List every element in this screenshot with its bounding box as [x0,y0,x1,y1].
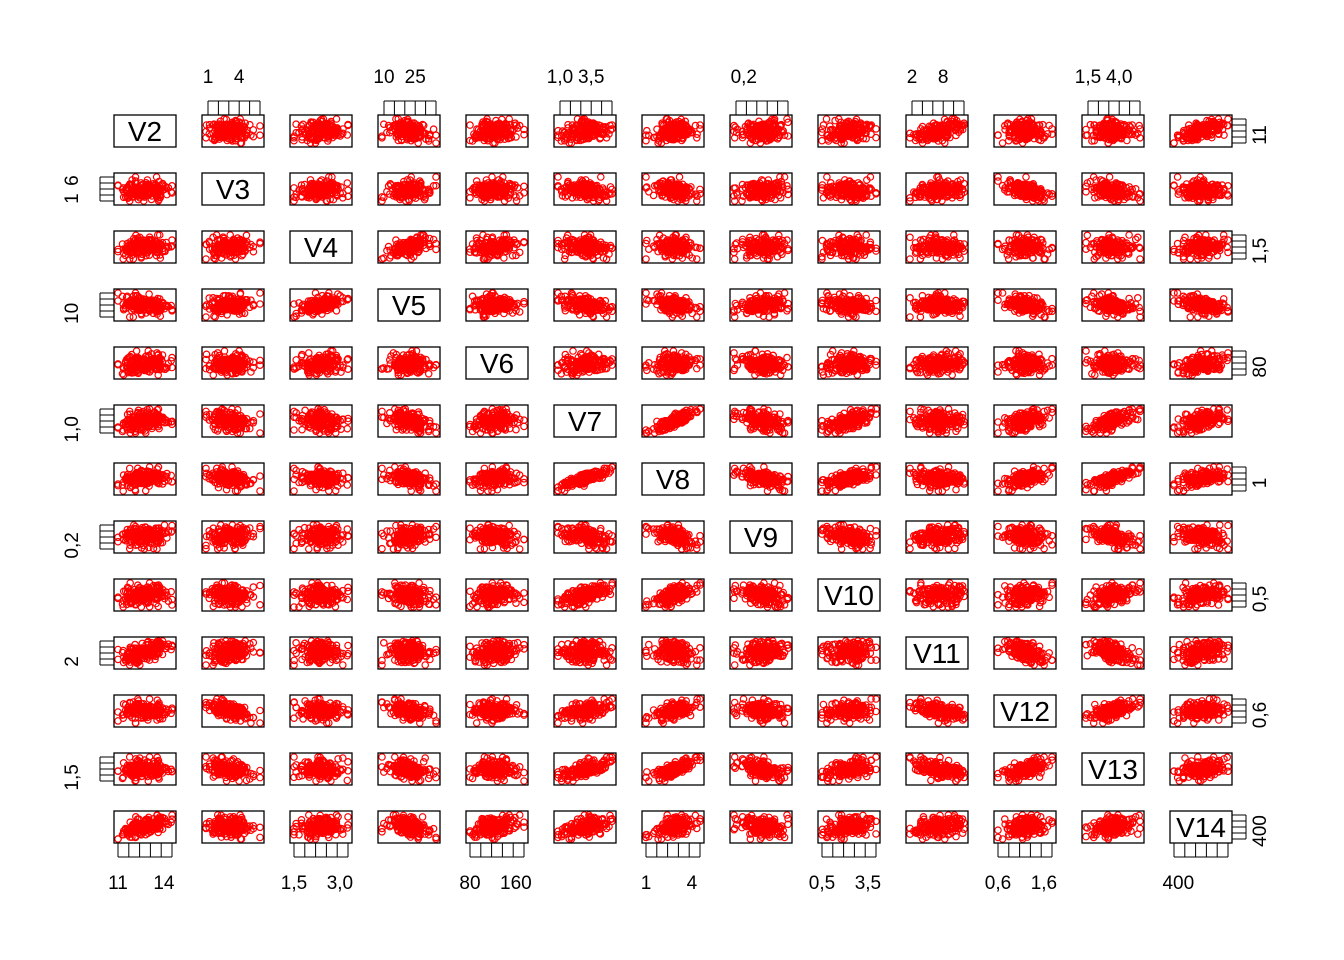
data-point [228,121,236,129]
data-point [227,133,236,141]
data-point [290,136,298,145]
panel-V5-vs-V2 [377,114,441,148]
diagonal-panel-V4: V4 [289,230,353,264]
variable-label: V2 [128,116,162,147]
data-point [397,130,405,139]
data-point [297,126,306,135]
data-point [247,131,255,139]
data-point [222,131,231,140]
data-point [312,131,320,140]
panel-V11-vs-V2 [905,114,969,148]
data-point [304,133,313,141]
panel-V4-vs-V2 [289,114,353,148]
data-point [228,137,237,145]
data-point [205,120,214,129]
data-point [292,120,300,129]
panel-V10-vs-V2 [817,114,881,148]
panel-frame [201,114,265,148]
data-point [256,122,264,130]
data-point [256,131,264,140]
data-point [387,126,395,135]
data-point [383,128,391,137]
panel-V9-vs-V3 [729,172,793,206]
panel-V14-vs-V2 [1169,114,1233,148]
data-point [297,122,306,130]
panel-V14-vs-V3 [1169,172,1233,206]
data-point [315,130,324,139]
data-point [323,137,332,145]
panel-V9-vs-V2 [729,114,793,148]
panel-V2-vs-V4 [113,230,177,264]
data-point [378,134,386,142]
points [202,115,264,147]
data-point [238,126,246,135]
panel-frame [289,114,353,148]
data-point [332,115,341,123]
data-point [219,125,227,133]
panel-V3-vs-V4 [201,230,265,264]
data-point [424,135,433,143]
data-point [344,120,352,129]
points [378,115,440,147]
data-point [429,125,438,134]
data-point [231,128,239,136]
data-point [318,117,327,126]
panel-V7-vs-V2 [553,114,617,148]
panel-V3-vs-V2 [201,114,265,148]
diagonal-panel-V3: V3 [201,172,265,206]
data-point [205,130,214,138]
data-point [413,121,421,129]
panel-V11-vs-V3 [905,172,969,206]
variable-label: V3 [216,174,250,205]
data-point [311,120,319,129]
panel-V4-vs-V3 [289,172,353,206]
panel-V8-vs-V3 [641,172,705,206]
panel-V8-vs-V2 [641,114,705,148]
data-point [394,122,403,130]
panel-V2-vs-V3 [113,172,177,206]
data-point [432,139,440,147]
panel-V13-vs-V2 [1081,114,1145,148]
panel-V7-vs-V3 [553,172,617,206]
data-point [210,120,218,129]
data-point [237,139,246,147]
panel-V12-vs-V2 [993,114,1057,148]
data-point [394,115,403,123]
data-point [392,115,400,123]
data-point [386,123,395,132]
data-point [343,131,352,139]
panel-V12-vs-V3 [993,172,1057,206]
data-point [236,115,245,123]
variable-label: V4 [304,232,338,263]
data-point [216,117,225,126]
data-point [242,131,251,139]
panel-V5-vs-V4 [377,230,441,264]
panel-frame [113,114,177,148]
panel-V6-vs-V2 [465,114,529,148]
data-point [326,128,334,137]
panel-V5-vs-V3 [377,172,441,206]
panel-V10-vs-V3 [817,172,881,206]
data-point [333,125,342,134]
data-point [224,120,233,129]
points [290,115,352,147]
data-point [339,125,347,133]
panel-V6-vs-V4 [465,230,529,264]
data-point [303,133,312,142]
diagonal-panel-V2: V2 [113,114,177,148]
data-point [379,120,388,129]
panel-V6-vs-V3 [465,172,529,206]
panel-V13-vs-V3 [1081,172,1145,206]
data-point [298,125,307,133]
